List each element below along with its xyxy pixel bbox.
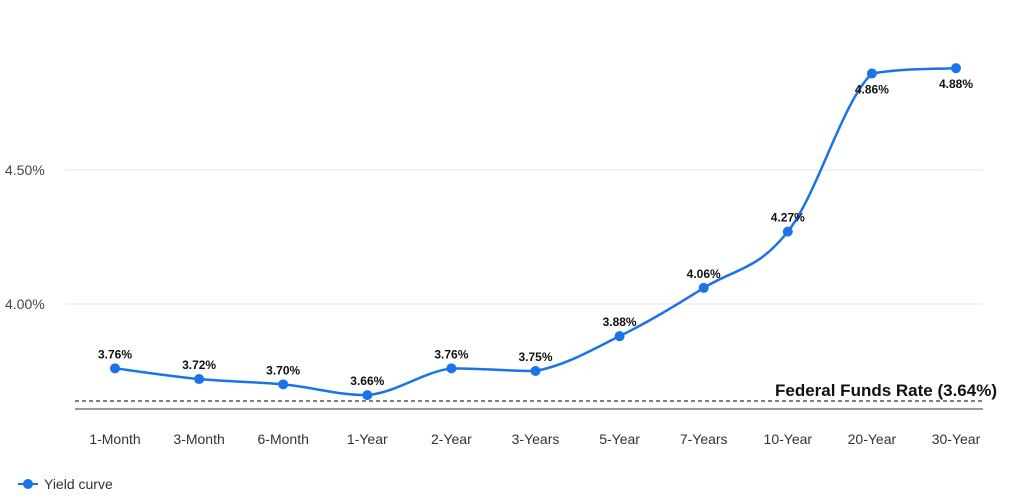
yield-curve-chart: Federal Funds Rate (3.64%) 4.00% 4.50% 1-M… <box>5 63 997 447</box>
data-label-6: 3.88% <box>603 315 637 329</box>
data-point-10 <box>951 63 961 74</box>
y-tick-label-1: 4.50% <box>5 162 45 178</box>
data-label-10: 4.88% <box>939 77 973 91</box>
x-tick-label-7: 7-Years <box>680 431 728 447</box>
data-point-9 <box>866 68 877 79</box>
legend-label: Yield curve <box>44 476 113 492</box>
y-tick-label-0: 4.00% <box>5 296 45 312</box>
data-label-3: 3.66% <box>350 374 384 388</box>
legend[interactable]: Yield curve <box>18 476 113 492</box>
data-point-1 <box>194 374 205 385</box>
data-label-1: 3.72% <box>182 358 216 372</box>
x-tick-label-1: 3-Month <box>173 431 224 447</box>
x-tick-label-3: 1-Year <box>347 431 388 447</box>
data-label-5: 3.75% <box>518 350 552 364</box>
data-point-4 <box>446 363 457 374</box>
data-point-6 <box>614 331 625 342</box>
legend-swatch <box>18 478 38 490</box>
data-point-7 <box>698 282 709 293</box>
x-tick-label-8: 10-Year <box>764 431 813 447</box>
axis-layer: 4.00% 4.50% 1-Month 3-Month 6-Month 1-Year 2-Y… <box>5 162 983 447</box>
x-tick-label-9: 20-Year <box>848 431 897 447</box>
data-label-2: 3.70% <box>266 363 300 377</box>
x-tick-label-4: 2-Year <box>431 431 472 447</box>
label-layer: 3.76% 3.72% 3.70% 3.66% 3.76% 3.75% 3.88% 4.06%… <box>98 77 973 388</box>
data-point-0 <box>110 363 120 374</box>
x-tick-label-10: 30-Year <box>932 431 981 447</box>
yield-curve-line <box>114 66 957 397</box>
x-tick-label-0: 1-Month <box>89 431 140 447</box>
federal-funds-rate-label: Federal Funds Rate (3.64%) <box>775 381 997 400</box>
data-label-9: 4.86% <box>855 83 889 97</box>
x-tick-label-2: 6-Month <box>258 431 309 447</box>
data-label-4: 3.76% <box>434 347 468 361</box>
grid-layer <box>65 169 983 305</box>
data-point-5 <box>530 366 541 376</box>
series-layer <box>110 63 961 401</box>
x-tick-label-5: 3-Years <box>512 431 560 447</box>
x-tick-label-6: 5-Year <box>599 431 640 447</box>
data-label-7: 4.06% <box>687 267 721 281</box>
data-point-2 <box>278 379 289 390</box>
data-label-8: 4.27% <box>771 211 805 225</box>
data-point-8 <box>782 226 793 237</box>
data-point-3 <box>362 390 373 401</box>
data-label-0: 3.76% <box>98 347 132 361</box>
legend-dot <box>23 479 33 489</box>
reference-layer: Federal Funds Rate (3.64%) <box>75 381 997 402</box>
